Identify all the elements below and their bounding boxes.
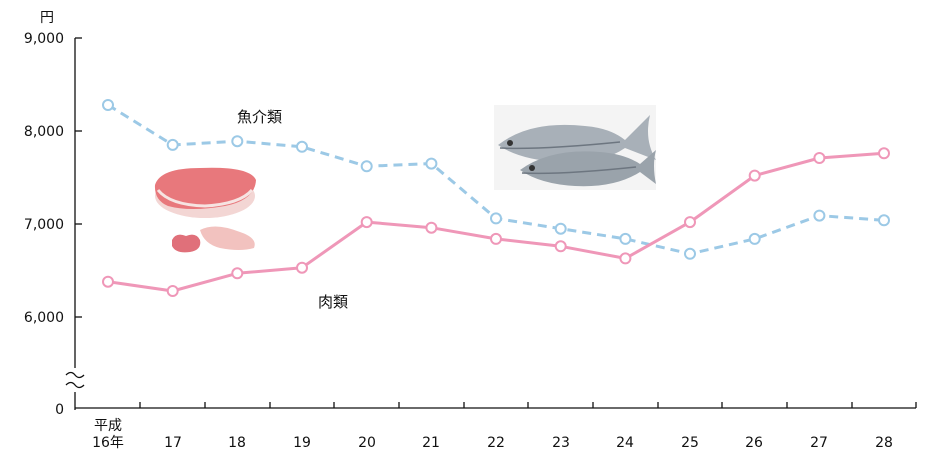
y-tick-marks (75, 37, 82, 318)
data-point (360, 160, 373, 173)
data-point (166, 285, 179, 297)
data-point (684, 216, 696, 229)
fish-illustration (494, 105, 656, 190)
y-unit-label: 円 (40, 10, 54, 26)
data-point (360, 216, 373, 229)
y-tick-label: 0 (55, 402, 64, 418)
data-point (231, 267, 244, 280)
data-point (554, 240, 567, 253)
x-tick-label: 28 (875, 435, 893, 451)
x-tick-label: 17 (164, 435, 182, 451)
data-point (490, 212, 502, 225)
data-point (748, 232, 761, 245)
x-tick-label: 18 (228, 435, 246, 451)
data-point (813, 209, 826, 222)
data-point (878, 147, 890, 160)
series-meat (102, 147, 890, 297)
data-point (102, 275, 114, 288)
x-tick-label-era: 平成 (94, 418, 122, 434)
x-tick-label: 22 (487, 435, 505, 451)
x-tick-label: 27 (810, 435, 828, 451)
axis-break-symbol (65, 371, 85, 389)
data-point (296, 140, 308, 153)
data-point (554, 222, 567, 235)
data-point (231, 135, 244, 148)
x-tick-label: 19 (293, 435, 311, 451)
series-label-meat: 肉類 (318, 293, 348, 311)
data-point (813, 152, 826, 164)
series-fish (102, 99, 890, 260)
data-point (166, 138, 179, 151)
x-tick-marks (139, 402, 917, 408)
y-tick-label: 6,000 (24, 310, 64, 326)
data-point (619, 232, 632, 245)
data-point (619, 252, 632, 265)
data-point (490, 232, 502, 245)
meat-illustration (154, 167, 256, 253)
data-point (425, 157, 438, 170)
data-point (296, 261, 308, 274)
data-point (878, 214, 890, 227)
y-tick-label: 8,000 (24, 124, 64, 140)
data-point (684, 247, 696, 260)
x-tick-label: 24 (616, 435, 634, 451)
y-tick-label: 7,000 (24, 217, 64, 233)
x-tick-label: 23 (552, 435, 570, 451)
x-tick-label: 20 (358, 435, 376, 451)
series-layer (102, 99, 890, 297)
x-tick-label: 25 (681, 435, 699, 451)
x-tick-label: 16年 (92, 435, 124, 451)
data-point (102, 99, 114, 111)
y-tick-label: 9,000 (24, 31, 64, 47)
x-tick-label: 21 (422, 435, 440, 451)
data-point (748, 169, 761, 182)
x-tick-label: 26 (745, 435, 763, 451)
series-label-fish: 魚介類 (237, 108, 282, 126)
data-point (425, 221, 438, 234)
